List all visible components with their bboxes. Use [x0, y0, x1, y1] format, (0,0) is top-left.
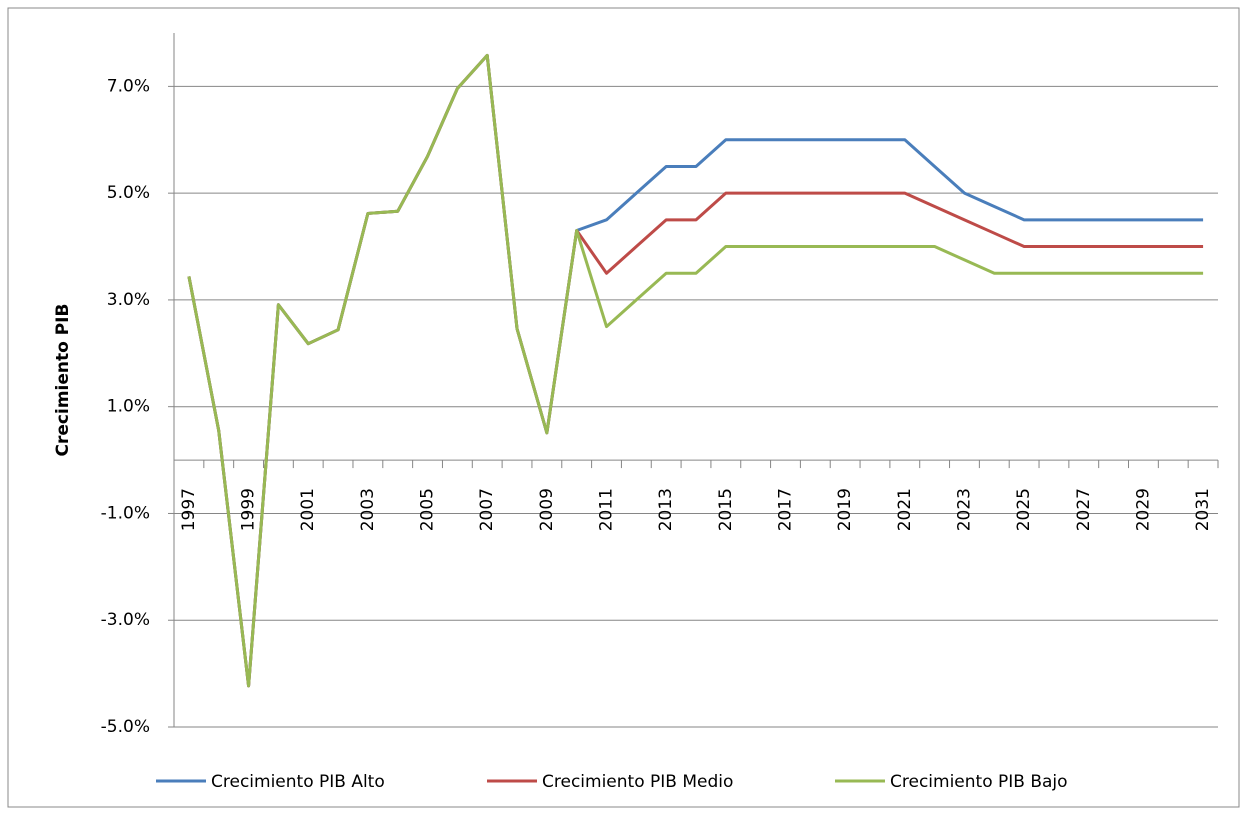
y-tick-label: 1.0%	[107, 397, 150, 417]
x-tick-label: 2005	[418, 488, 438, 531]
legend-label: Crecimiento PIB Alto	[211, 772, 385, 792]
x-tick-label: 2029	[1133, 488, 1153, 531]
y-tick-label: -5.0%	[101, 717, 150, 737]
y-tick-label: -3.0%	[101, 610, 150, 630]
y-axis-title: Crecimiento PIB	[53, 304, 73, 457]
x-tick-label: 2007	[477, 488, 497, 531]
x-tick-label: 2001	[298, 488, 318, 531]
x-tick-label: 2027	[1074, 488, 1094, 531]
y-tick-label: -1.0%	[101, 503, 150, 523]
x-tick-label: 2009	[537, 488, 557, 531]
y-tick-label: 7.0%	[107, 76, 150, 96]
x-tick-label: 2025	[1014, 488, 1034, 531]
x-tick-label: 2015	[716, 488, 736, 531]
x-tick-label: 2019	[835, 488, 855, 531]
x-tick-label: 1997	[179, 488, 199, 531]
x-tick-label: 2003	[358, 488, 378, 531]
y-tick-label: 5.0%	[107, 183, 150, 203]
legend-label: Crecimiento PIB Bajo	[890, 772, 1068, 792]
x-tick-label: 1999	[239, 488, 259, 531]
chart-border	[7, 7, 1240, 808]
x-tick-label: 2013	[656, 488, 676, 531]
series-line	[187, 53, 1204, 688]
x-tick-label: 2031	[1193, 488, 1213, 531]
legend-label: Crecimiento PIB Medio	[542, 772, 733, 792]
x-tick-label: 2017	[775, 488, 795, 531]
x-tick-label: 2023	[954, 488, 974, 531]
y-tick-label: 3.0%	[107, 290, 150, 310]
x-tick-label: 2021	[895, 488, 915, 531]
x-tick-label: 2011	[597, 488, 617, 531]
